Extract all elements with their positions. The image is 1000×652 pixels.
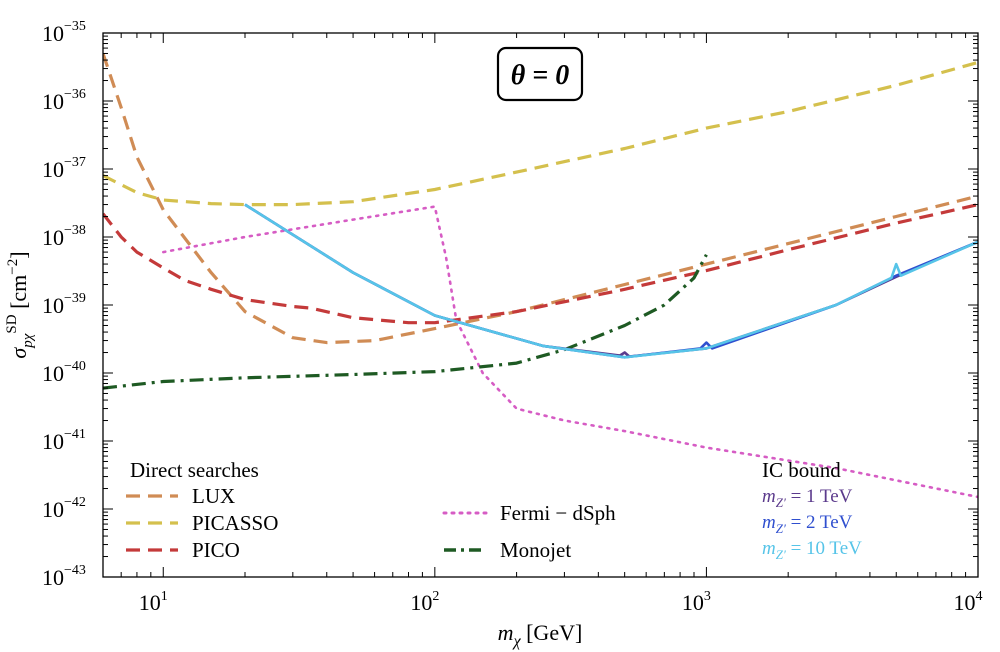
x-tick-label: 101: [139, 589, 168, 615]
theta-badge-box: [496, 46, 584, 102]
y-tick-label: 10−42: [42, 495, 86, 522]
y-tick-label: 10−36: [42, 87, 86, 114]
legend-label-2: PICO: [192, 538, 240, 562]
y-tick-label: 10−38: [42, 223, 86, 250]
series-line-4: [103, 253, 708, 390]
series-line-6: [244, 203, 978, 359]
series-line-3: [162, 205, 978, 499]
y-tick-label: 10−37: [42, 155, 86, 182]
series-line-2: [103, 203, 978, 325]
legend-left-title: Direct searches: [130, 458, 259, 482]
series-layer: [103, 52, 978, 499]
y-tick-label: 10−39: [42, 291, 86, 318]
series-line-5: [244, 203, 978, 358]
x-tick-label: 102: [410, 589, 439, 615]
y-tick-label: 10−43: [42, 563, 86, 590]
legend-label-4: Monojet: [500, 538, 571, 562]
axis-label-layer: mχ [GeV] σpχSD [cm−2]: [4, 251, 582, 650]
y-tick-label: 10−41: [42, 427, 86, 454]
y-tick-label: 10−35: [42, 19, 86, 46]
legend-label-3: Fermi − dSph: [500, 501, 616, 525]
tick-layer: 101 102 103 104 10−35 10−36 10−37 10−38 10−39 10−…: [42, 19, 983, 615]
series-line-7: [244, 203, 978, 359]
series-line-0: [103, 52, 978, 345]
legend-label-0: LUX: [192, 484, 235, 508]
theta-badge: θ = 0: [496, 46, 584, 102]
series-line-1: [103, 60, 978, 207]
legend-label-1: PICASSO: [192, 511, 278, 535]
x-tick-label: 104: [954, 589, 983, 615]
y-axis-label: σpχSD [cm−2]: [4, 251, 36, 358]
x-axis-label: mχ [GeV]: [498, 620, 583, 650]
y-tick-label: 10−40: [42, 359, 86, 386]
legend-ic-entry-6: mZ′ = 2 TeV: [762, 512, 853, 536]
x-tick-label: 103: [682, 589, 711, 615]
legend-ic-entry-7: mZ′ = 10 TeV: [762, 538, 862, 562]
legend-ic-title: IC bound: [762, 458, 841, 482]
legend-ic-entry-5: mZ′ = 1 TeV: [762, 486, 853, 510]
theta-badge-label: θ = 0: [511, 60, 570, 91]
